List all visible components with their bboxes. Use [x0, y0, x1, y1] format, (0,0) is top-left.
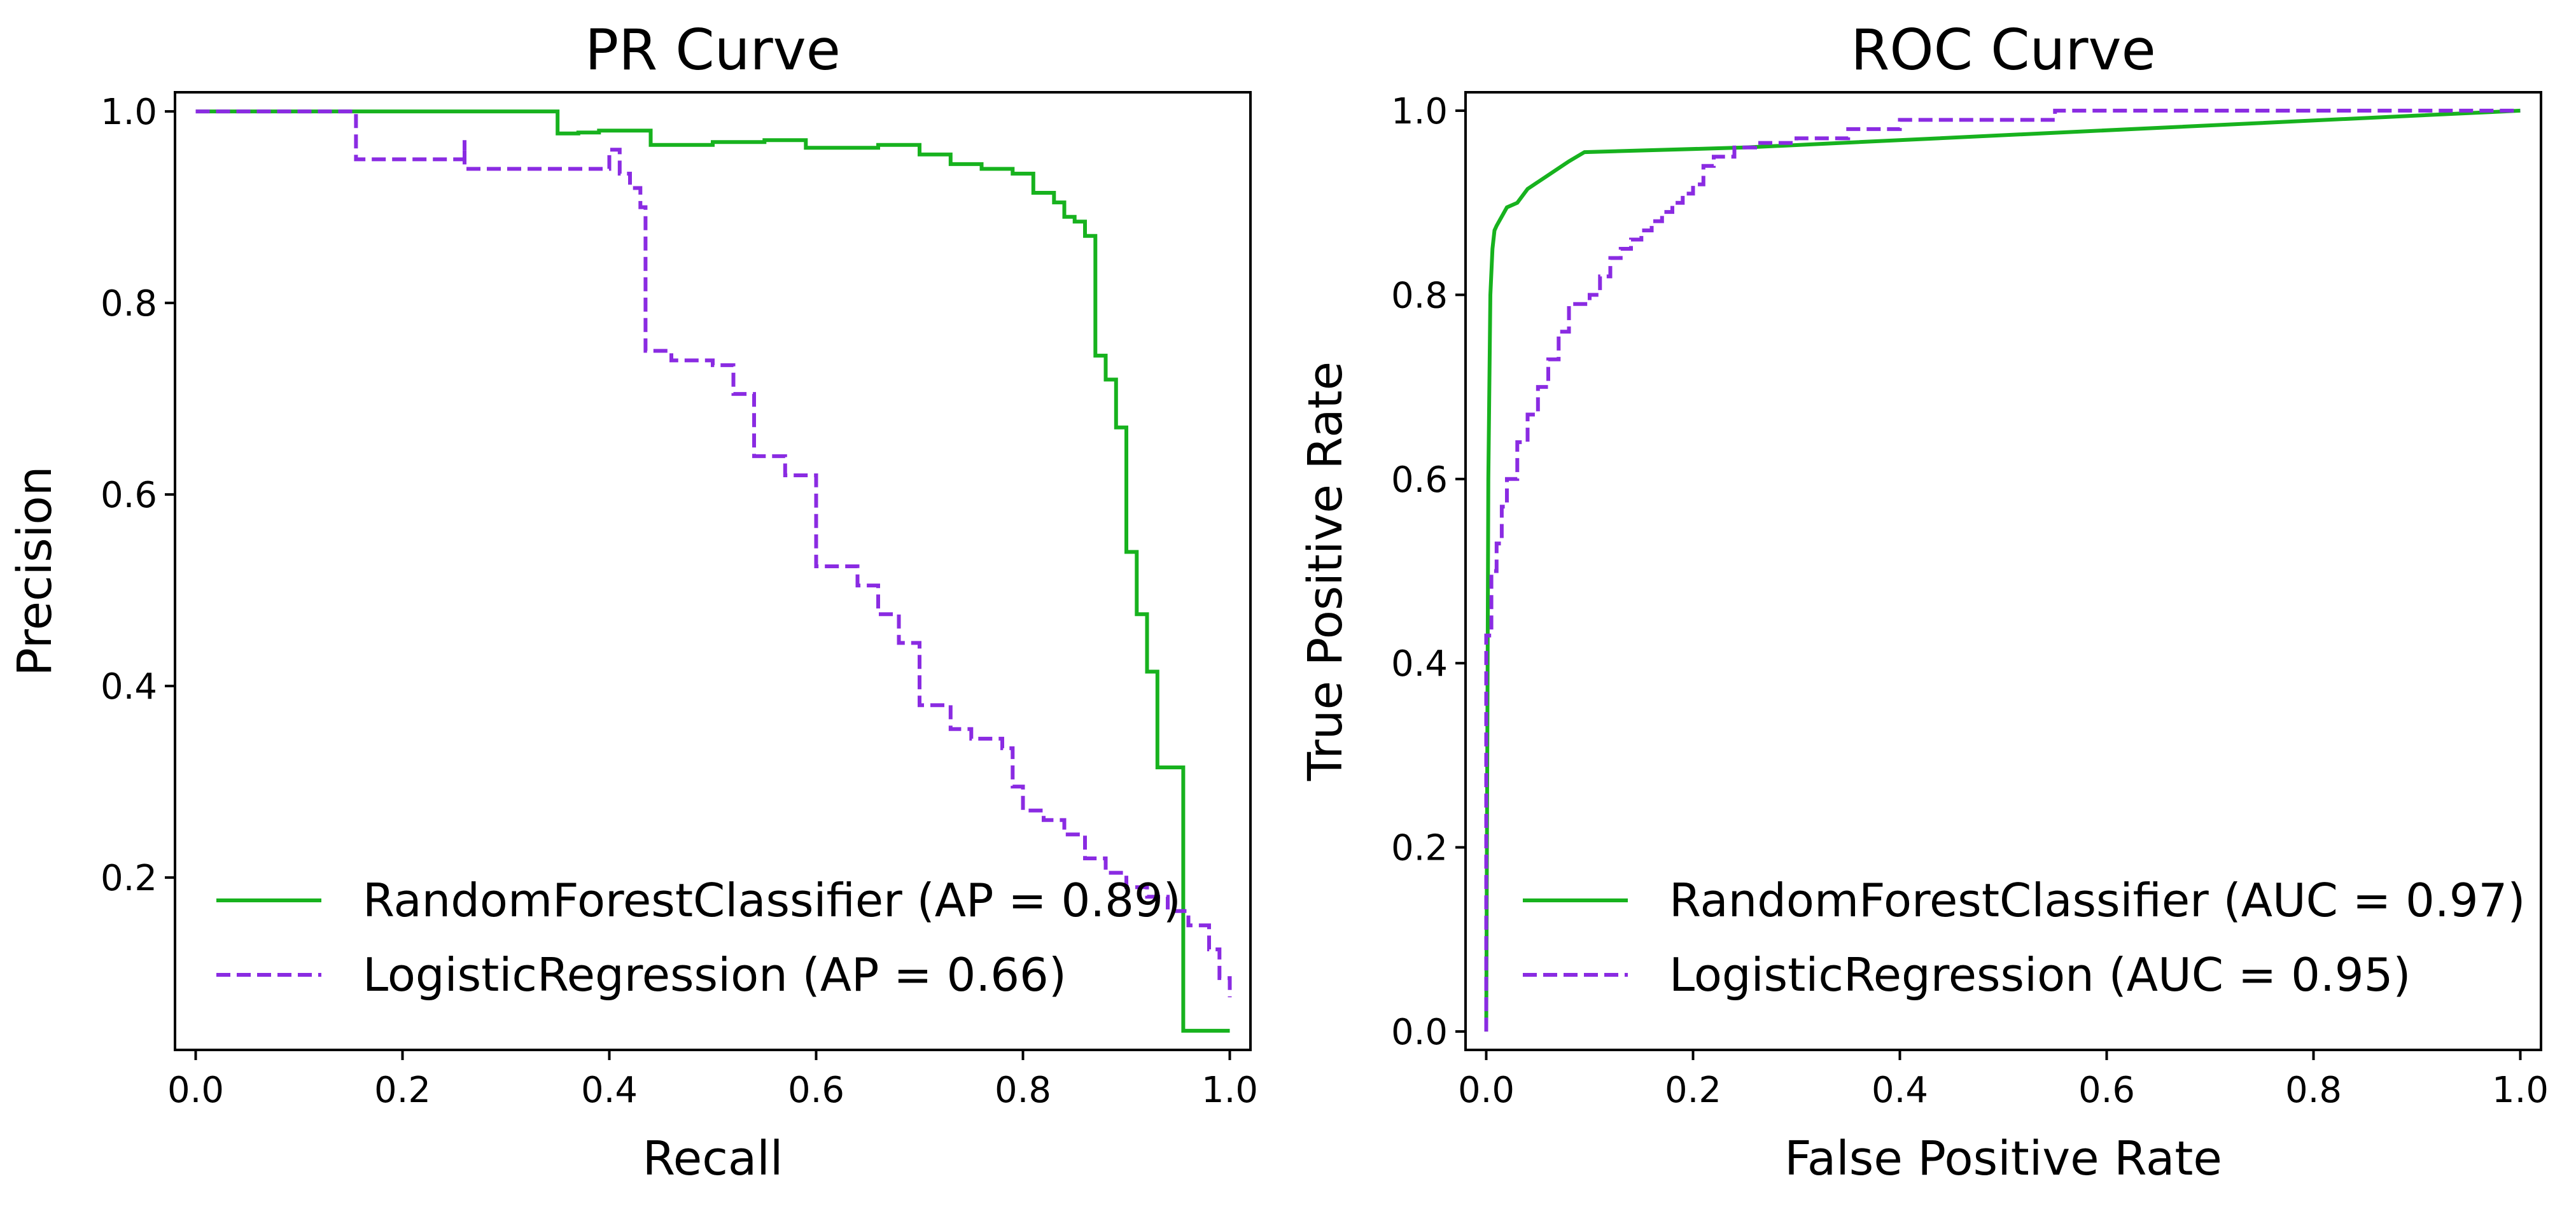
pr-x-axis-label: Recall [643, 1131, 783, 1186]
pr-legend-label: LogisticRegression (AP = 0.66) [363, 948, 1067, 1002]
roc-axes-frame [1464, 91, 2542, 1051]
roc-y-tick-label: 0.2 [1391, 828, 1448, 869]
roc-y-tick-label: 0.8 [1391, 275, 1448, 316]
pr-x-tick-label: 1.0 [1201, 1070, 1258, 1111]
roc-chart-title: ROC Curve [1851, 17, 2155, 83]
roc-y-tick-label: 1.0 [1391, 91, 1448, 132]
roc-chart: 0.0 0.2 0.4 0.6 0.8 1.0 0.0 0.2 0.4 0.6 0.8 1.0 ROC … [1298, 17, 2549, 1186]
roc-y-tick-label: 0.0 [1391, 1012, 1448, 1053]
roc-legend-label: LogisticRegression (AUC = 0.95) [1669, 948, 2411, 1002]
pr-series-logistic-regression-line [195, 109, 1232, 998]
roc-x-tick-label: 0.4 [1872, 1070, 1928, 1111]
pr-y-tick-label: 0.4 [101, 666, 157, 708]
roc-y-tick-label: 0.6 [1391, 459, 1448, 501]
roc-x-tick-label: 0.8 [2285, 1070, 2342, 1111]
roc-y-tick-label: 0.4 [1391, 643, 1448, 685]
pr-axes-frame [174, 91, 1252, 1051]
roc-x-tick-label: 0.2 [1665, 1070, 1721, 1111]
pr-y-tick-label: 1.0 [101, 92, 157, 133]
pr-x-tick-label: 0.6 [788, 1070, 844, 1111]
pr-y-tick-label: 0.6 [101, 475, 157, 516]
pr-y-tick-label: 0.2 [101, 858, 157, 899]
pr-x-tick-label: 0.8 [995, 1070, 1051, 1111]
pr-y-tick-label: 0.8 [101, 283, 157, 325]
pr-chart-title: PR Curve [585, 17, 841, 83]
pr-legend-label: RandomForestClassifier (AP = 0.89) [363, 874, 1181, 927]
pr-series-random-forest-line [195, 109, 1230, 1033]
roc-x-tick-label: 1.0 [2492, 1070, 2549, 1111]
roc-series-random-forest-line [1484, 108, 2521, 1032]
pr-chart: 0.0 0.2 0.4 0.6 0.8 1.0 0.2 0.4 0.6 0.8 1.0 PR Curv… [8, 17, 1258, 1186]
roc-x-tick-label: 0.6 [2078, 1070, 2135, 1111]
pr-legend: RandomForestClassifier (AP = 0.89) Logist… [216, 874, 1181, 1002]
roc-legend-label: RandomForestClassifier (AUC = 0.97) [1669, 874, 2525, 927]
roc-legend: RandomForestClassifier (AUC = 0.97) Logis… [1523, 874, 2525, 1002]
pr-x-tick-label: 0.0 [167, 1070, 224, 1111]
roc-x-tick-label: 0.0 [1458, 1070, 1515, 1111]
roc-x-axis-label: False Positive Rate [1784, 1131, 2222, 1186]
roc-y-axis-label: True Positive Rate [1298, 361, 1353, 781]
roc-series-logistic-regression-line [1484, 108, 2521, 1032]
pr-x-tick-label: 0.4 [581, 1070, 638, 1111]
pr-x-tick-label: 0.2 [374, 1070, 431, 1111]
pr-y-axis-label: Precision [8, 466, 62, 676]
